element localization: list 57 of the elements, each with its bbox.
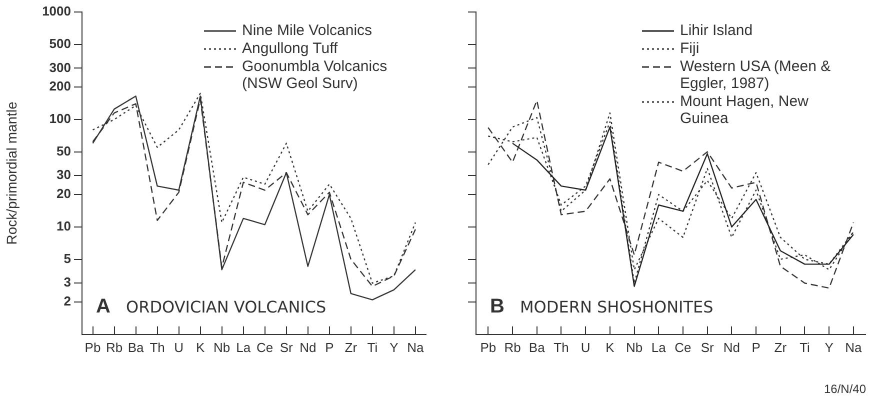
y-tick-label: 5	[64, 250, 71, 266]
x-tick-label: Ba	[528, 340, 546, 355]
legend-label: Fiji	[680, 40, 700, 57]
x-tick-label: Zr	[344, 340, 358, 355]
x-tick-label: K	[606, 340, 615, 355]
x-tick-label: P	[325, 340, 334, 355]
x-tick-label: Ti	[367, 340, 378, 355]
legend-label: Nine Mile Volcanics	[242, 22, 372, 39]
y-tick-label: 1000	[42, 4, 71, 19]
x-tick-label: La	[236, 340, 252, 355]
y-tick-label: 300	[49, 60, 71, 75]
x-tick-label: Sr	[700, 340, 715, 355]
x-tick-label: Y	[390, 340, 399, 355]
annotation: ORDOVICIAN VOLCANICS	[126, 297, 326, 316]
x-tick-label: Sr	[280, 340, 294, 355]
x-tick-label: Ce	[256, 340, 274, 355]
annotation: A	[96, 295, 110, 318]
x-tick-label: Nb	[626, 340, 643, 355]
legend-label: Western USA (Meen & Eggler, 1987)	[680, 58, 832, 92]
legend-label: Goonumbla Volcanics (NSW Geol Surv)	[242, 58, 388, 92]
y-tick-label: 3	[64, 274, 71, 290]
x-tick-label: K	[196, 340, 205, 355]
x-tick-label: Y	[824, 340, 834, 355]
x-tick-label: U	[174, 340, 184, 355]
x-tick-label: Zr	[774, 340, 788, 355]
y-tick-label: 10	[56, 218, 71, 234]
y-tick-label: 200	[49, 78, 71, 94]
x-tick-label: Pb	[84, 340, 101, 355]
y-tick-label: 30	[56, 167, 71, 182]
x-tick-label: Na	[845, 340, 863, 355]
x-tick-label: Pb	[480, 340, 496, 355]
legend-label: Lihir Island	[680, 22, 753, 39]
x-tick-label: Th	[554, 340, 569, 355]
x-tick-label: Na	[407, 340, 425, 355]
y-tick-label: 2	[64, 294, 71, 309]
legend-label: Mount Hagen, New Guinea	[680, 93, 810, 127]
x-tick-label: U	[580, 340, 590, 355]
x-tick-label: Ba	[128, 340, 144, 355]
y-tick-label: 50	[56, 143, 71, 158]
x-tick-label: Th	[150, 340, 165, 355]
y-tick-label: 100	[49, 111, 71, 126]
x-tick-label: La	[651, 340, 667, 355]
x-tick-label: Rb	[504, 340, 521, 355]
x-tick-label: Ti	[800, 340, 810, 355]
y-tick-label: 500	[49, 36, 71, 51]
y-axis-title: Rock/primordial mantle	[3, 101, 20, 245]
y-tick-label: 20	[56, 186, 71, 202]
x-tick-label: Nd	[723, 340, 740, 355]
legend-label: Angullong Tuff	[242, 40, 338, 57]
x-tick-label: P	[752, 340, 760, 355]
annotation: B	[490, 295, 504, 318]
x-tick-label: Rb	[106, 340, 123, 355]
annotation: MODERN SHOSHONITES	[520, 297, 714, 316]
x-tick-label: Ce	[674, 340, 692, 355]
x-tick-label: Nd	[300, 340, 316, 355]
x-tick-label: Nb	[214, 340, 230, 355]
text: 16/N/40	[824, 382, 866, 396]
